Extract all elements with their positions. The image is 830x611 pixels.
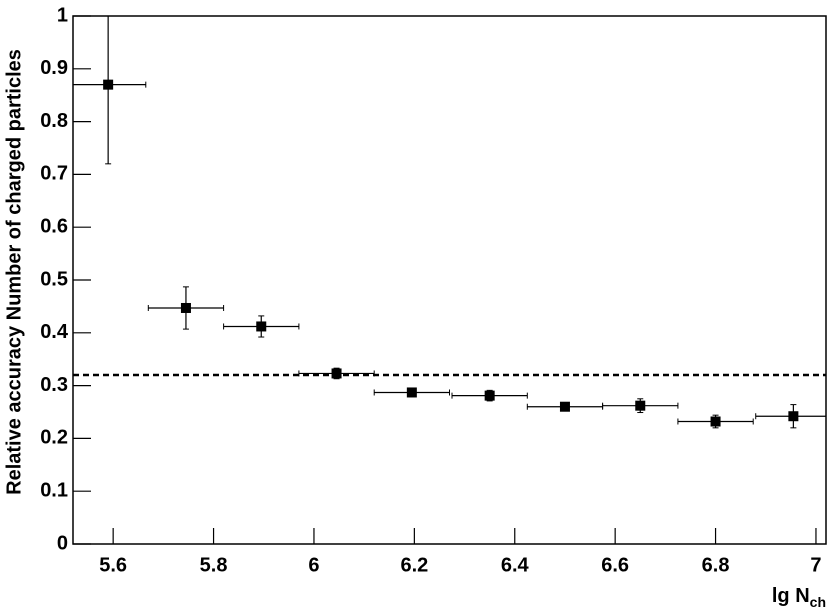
- x-tick-label: 6.6: [601, 554, 629, 576]
- point: [103, 79, 114, 90]
- x-tick-label: 6: [308, 554, 319, 576]
- point: [484, 390, 495, 401]
- y-tick-label: 1: [57, 4, 68, 26]
- y-tick-label: 0.8: [40, 110, 68, 132]
- x-axis-label-sub: ch: [810, 594, 826, 610]
- point: [180, 302, 191, 313]
- point: [559, 401, 570, 412]
- point: [635, 400, 646, 411]
- y-tick-label: 0.2: [40, 427, 68, 449]
- point: [256, 321, 267, 332]
- plot-frame: [72, 15, 827, 545]
- point: [331, 368, 342, 379]
- x-axis-label: lg Nch: [772, 585, 826, 609]
- x-axis-label-main: lg N: [772, 585, 810, 607]
- y-axis-label: Relative accuracy Number of charged part…: [3, 49, 25, 495]
- point: [710, 416, 721, 427]
- point: [788, 411, 799, 422]
- x-tick-label: 7: [810, 554, 821, 576]
- y-tick-label: 0.4: [40, 321, 69, 343]
- y-tick-label: 0.9: [40, 57, 68, 79]
- x-tick-label: 6.8: [702, 554, 730, 576]
- y-tick-label: 0.3: [40, 374, 68, 396]
- y-tick-label: 0.1: [40, 479, 68, 501]
- y-tick-label: 0.7: [40, 163, 68, 185]
- y-tick-label: 0.5: [40, 268, 68, 290]
- y-tick-label: 0.6: [40, 215, 68, 237]
- x-tick-label: 6.2: [400, 554, 428, 576]
- y-tick-label: 0: [57, 532, 68, 554]
- point: [406, 387, 417, 398]
- x-tick-label: 6.4: [501, 554, 530, 576]
- x-tick-label: 5.8: [200, 554, 228, 576]
- x-tick-label: 5.6: [99, 554, 127, 576]
